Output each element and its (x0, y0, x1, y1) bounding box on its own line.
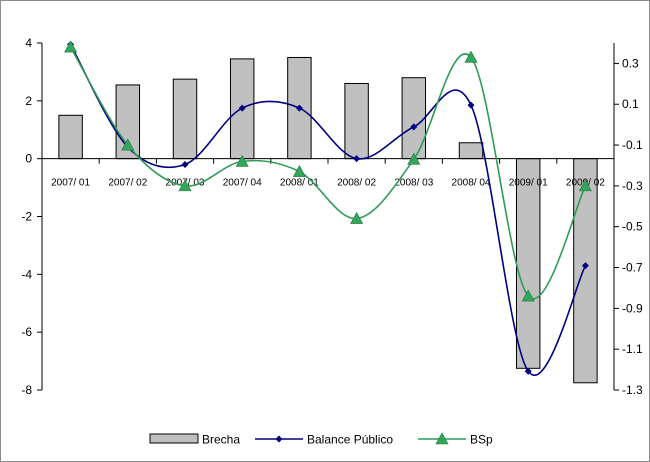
point-bsp (292, 164, 306, 177)
point-bsp (121, 138, 135, 151)
line-bsp (69, 46, 587, 300)
point-balance-publico (181, 160, 189, 168)
y-left-tick-label: 0 (25, 152, 32, 166)
x-tick-label: 2008/ 03 (394, 178, 433, 189)
legend-label-bsp: BSp (470, 433, 493, 447)
x-tick-label: 2009/ 01 (509, 178, 548, 189)
y-left-tick-label: -2 (21, 210, 32, 224)
x-tick-label: 2008/ 02 (337, 178, 376, 189)
y-left-tick-label: -6 (21, 325, 32, 339)
y-left-tick-label: -4 (21, 267, 32, 281)
y-right-tick-label: 0.3 (622, 56, 639, 70)
point-balance-publico (467, 101, 475, 109)
legend-swatch-brecha (149, 433, 199, 444)
point-bsp (521, 289, 535, 302)
y-left-tick-label: -8 (21, 383, 32, 397)
legend-label-brecha: Brecha (202, 433, 240, 447)
x-tick-label: 2007/ 01 (51, 178, 90, 189)
y-right-tick-label: -0.9 (622, 301, 643, 315)
point-balance-publico (581, 262, 589, 270)
y-right-tick-label: -1.3 (622, 383, 643, 397)
bar-brecha (458, 142, 484, 160)
y-right-tick-label: -0.7 (622, 261, 643, 275)
point-bsp (178, 179, 192, 192)
point-bsp (235, 154, 249, 167)
y-left-tick-label: 4 (25, 36, 32, 50)
point-bsp (407, 152, 421, 165)
bar-brecha (58, 114, 83, 160)
y-right-tick-label: 0.1 (622, 97, 639, 111)
bar-brecha (573, 158, 598, 384)
bar-brecha (344, 82, 369, 160)
point-bsp (464, 50, 478, 63)
y-right-tick-label: -0.1 (622, 138, 643, 152)
x-tick-label: 2007/ 02 (108, 178, 147, 189)
point-balance-publico (524, 367, 532, 375)
y-left-tick-label: 2 (25, 94, 32, 108)
legend-marker-bsp (435, 432, 449, 445)
bar-brecha (172, 78, 198, 160)
legend-marker-balance-publico (275, 435, 283, 443)
bar-brecha (515, 158, 541, 369)
y-right-tick-label: -0.3 (622, 179, 643, 193)
line-balance-publico (69, 44, 587, 376)
x-tick-label: 2007/ 04 (223, 178, 262, 189)
point-balance-publico (295, 104, 303, 112)
bar-brecha (401, 77, 427, 160)
point-bsp (578, 179, 592, 192)
x-tick-label: 2008/ 04 (452, 178, 491, 189)
point-balance-publico (410, 123, 418, 131)
point-balance-publico (238, 104, 246, 112)
x-tick-label: 2008/ 01 (280, 178, 319, 189)
point-balance-publico (353, 155, 361, 163)
legend-label-balance-publico: Balance Público (307, 433, 393, 447)
point-bsp (350, 211, 364, 224)
point-bsp (64, 40, 78, 53)
y-right-tick-label: -0.5 (622, 220, 643, 234)
y-right-tick-label: -1.1 (622, 342, 643, 356)
